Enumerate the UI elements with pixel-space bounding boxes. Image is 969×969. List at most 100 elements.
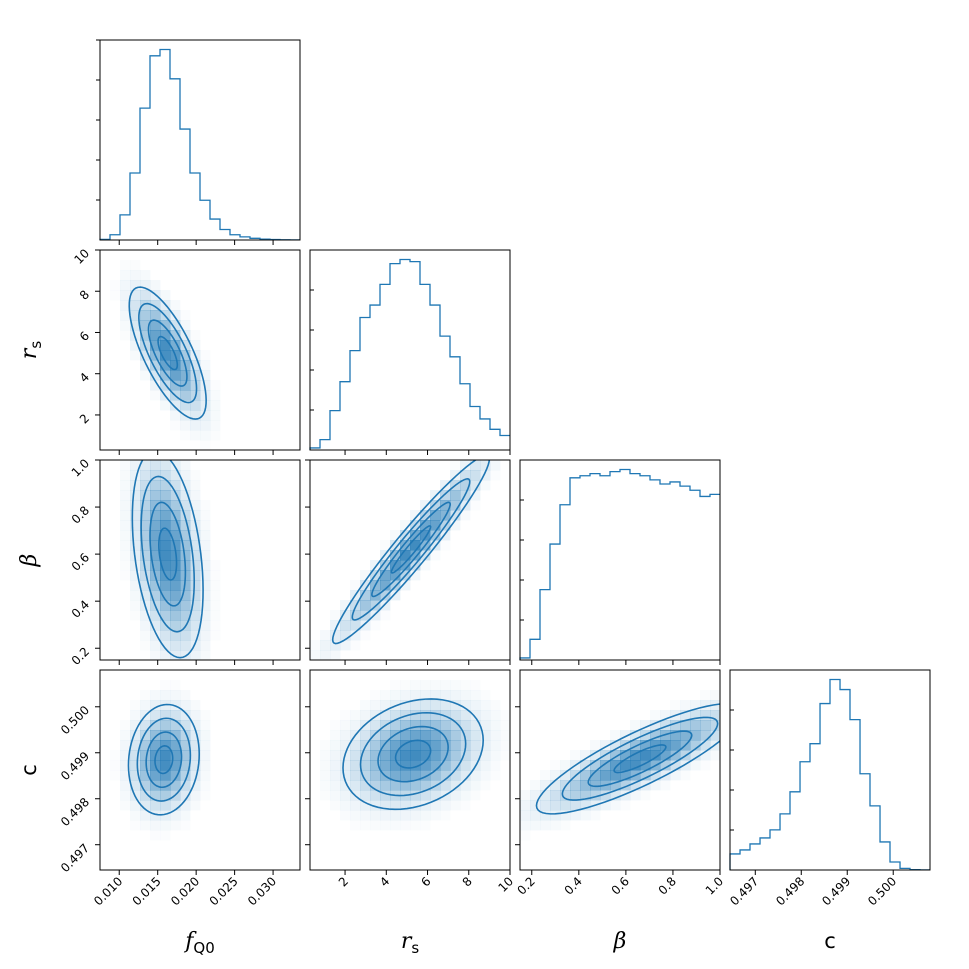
density-cell: [470, 730, 481, 741]
density-cell: [160, 360, 171, 371]
density-cell: [120, 480, 131, 491]
density-cell: [210, 420, 220, 430]
density-cell: [470, 780, 481, 791]
density-cell: [680, 710, 691, 721]
density-cell: [140, 590, 151, 601]
x-tick-label: 6: [418, 874, 433, 889]
density-cell: [150, 560, 161, 571]
density-cell: [370, 780, 381, 791]
density-cell: [450, 710, 461, 721]
density-cell: [410, 540, 421, 551]
density-cell: [400, 730, 411, 741]
density-cell: [120, 320, 131, 331]
density-cell: [190, 760, 201, 771]
density-cell: [410, 710, 421, 721]
density-cell: [170, 750, 181, 761]
density-cell: [580, 770, 591, 781]
density-cell: [660, 750, 671, 761]
density-cell: [450, 730, 461, 741]
density-cell: [690, 720, 701, 731]
density-cell: [110, 280, 120, 290]
density-cell: [450, 520, 461, 531]
density-cell: [450, 760, 461, 771]
density-cell: [180, 770, 191, 781]
density-cell: [150, 790, 161, 801]
density-cell: [160, 800, 171, 811]
density-cell: [170, 300, 180, 310]
density-cell: [580, 790, 591, 801]
contour-line: [149, 501, 187, 607]
contour-line: [147, 319, 188, 387]
density-cell: [440, 780, 451, 791]
contour-line: [587, 730, 693, 788]
contour-line: [138, 302, 198, 404]
density-cell: [400, 800, 411, 811]
density-cell: [370, 760, 381, 771]
density-cell: [160, 730, 171, 741]
density-cell: [170, 630, 181, 641]
density-cell: [190, 380, 201, 391]
density-cell: [330, 800, 340, 810]
density-cell: [180, 610, 191, 621]
density-cell: [190, 530, 201, 541]
density-cell: [500, 720, 510, 730]
density-cell: [200, 650, 211, 660]
density-cell: [350, 740, 361, 751]
density-cell: [430, 730, 441, 741]
density-cell: [700, 750, 711, 761]
density-cell: [180, 500, 191, 511]
density-cell: [190, 570, 201, 581]
density-cell: [150, 580, 161, 591]
density-cell: [150, 500, 161, 511]
density-cell: [320, 790, 330, 800]
density-cell: [340, 610, 351, 621]
density-cell: [470, 470, 481, 481]
density-cell: [180, 390, 191, 401]
density-cell: [450, 680, 460, 690]
density-cell: [150, 620, 161, 631]
density-cell: [150, 480, 161, 491]
density-cell: [410, 690, 421, 701]
density-cell: [320, 770, 330, 780]
density-cell: [150, 470, 161, 481]
density-cell: [130, 510, 141, 521]
density-cell: [470, 680, 480, 690]
density-cell: [370, 600, 381, 611]
y-tick-label: 0.6: [69, 550, 92, 573]
density-cell: [410, 550, 421, 561]
density-cell: [170, 310, 181, 321]
density-cell: [390, 590, 401, 601]
density-cell: [490, 700, 500, 710]
density-cell: [410, 740, 421, 751]
panel-f_Q0-beta: [120, 460, 211, 660]
density-cell: [370, 730, 381, 741]
density-cell: [430, 760, 441, 771]
density-cell: [680, 730, 691, 741]
density-cell: [180, 730, 191, 741]
density-cell: [490, 720, 501, 731]
density-cell: [350, 600, 361, 611]
density-cell: [340, 740, 351, 751]
density-cell: [150, 300, 161, 311]
density-cell: [190, 520, 201, 531]
density-cell: [200, 740, 211, 751]
density-cell: [460, 730, 471, 741]
density-cell: [190, 720, 201, 731]
density-cell: [330, 740, 341, 751]
density-cell: [590, 760, 601, 771]
density-cell: [310, 640, 320, 650]
panel-beta-c: [520, 700, 720, 831]
density-cell: [480, 690, 490, 700]
density-cell: [490, 750, 501, 761]
density-cell: [610, 780, 621, 791]
density-cell: [620, 730, 631, 741]
density-cell: [170, 730, 181, 741]
x-tick-label: 0.8: [656, 874, 679, 897]
density-cell: [460, 470, 471, 481]
density-cell: [380, 750, 391, 761]
x-tick-label: 2: [336, 874, 351, 889]
density-cell: [420, 550, 431, 561]
density-cell: [570, 810, 581, 821]
density-cell: [470, 720, 481, 731]
density-cell: [380, 790, 391, 801]
